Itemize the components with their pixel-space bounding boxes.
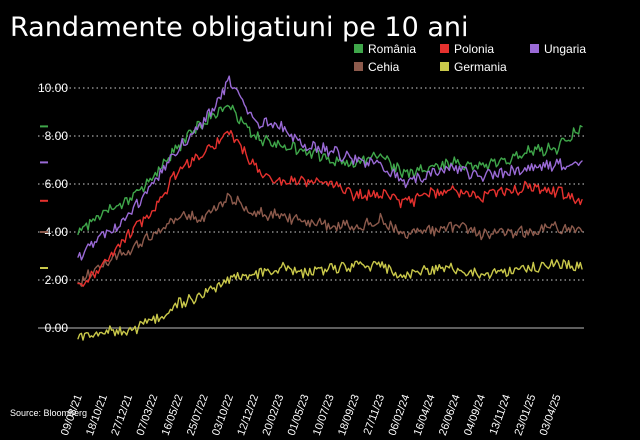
- legend-swatch: [440, 44, 449, 53]
- x-tick-label: 03/04/25: [538, 393, 564, 437]
- series-line-ungaria: [77, 75, 583, 261]
- x-tick-label: 01/05/23: [286, 393, 312, 437]
- legend-label: România: [368, 42, 416, 56]
- y-tick-label: 4.00: [45, 225, 69, 239]
- legend: România Polonia Ungaria Cehia Germania: [354, 42, 586, 74]
- series-line-romnia: [77, 104, 583, 236]
- legend-label: Ungaria: [544, 42, 586, 56]
- x-axis-ticks: 09/08/21 18/10/21 27/12/21 07/03/22 16/05/22…: [59, 393, 564, 437]
- x-tick-label: 03/10/22: [210, 393, 236, 437]
- x-tick-label: 07/03/22: [134, 393, 160, 437]
- series-layer: [77, 75, 583, 341]
- x-tick-label: 12/12/22: [235, 393, 261, 437]
- legend-label: Germania: [454, 60, 507, 74]
- x-tick-label: 18/10/21: [84, 393, 110, 437]
- x-tick-label: 26/06/24: [437, 393, 463, 437]
- x-tick-label: 23/01/25: [512, 393, 538, 437]
- x-tick-label: 16/04/24: [412, 393, 438, 437]
- y-tick-label: 8.00: [45, 129, 69, 143]
- series-line-polonia: [77, 129, 583, 287]
- x-tick-label: 06/02/24: [386, 393, 412, 437]
- x-tick-label: 16/05/22: [160, 393, 186, 437]
- x-tick-label: 25/07/22: [185, 393, 211, 437]
- legend-label: Cehia: [368, 60, 400, 74]
- legend-swatch: [354, 44, 363, 53]
- y-tick-label: 2.00: [45, 273, 69, 287]
- right-edge-markers: [40, 125, 48, 269]
- source-note: Source: Bloomberg: [10, 408, 87, 418]
- series-line-cehia: [77, 192, 583, 287]
- x-tick-label: 27/12/21: [109, 393, 135, 437]
- y-tick-label: 0.00: [45, 321, 69, 335]
- series-line-germania: [77, 259, 583, 341]
- y-axis-ticks: 0.00 2.00 4.00 6.00 8.00 10.00: [38, 81, 68, 335]
- chart-title: Randamente obligatiuni pe 10 ani: [10, 12, 469, 43]
- y-tick-label: 6.00: [45, 177, 69, 191]
- legend-swatch: [440, 62, 449, 71]
- x-tick-label: 27/11/23: [362, 393, 388, 437]
- grid-layer: [38, 87, 584, 329]
- legend-label: Polonia: [454, 42, 494, 56]
- y-tick-label: 10.00: [38, 81, 68, 95]
- legend-swatch: [354, 62, 363, 71]
- x-tick-label: 20/02/23: [260, 393, 286, 437]
- x-tick-label: 04/09/24: [462, 393, 488, 437]
- x-tick-label: 13/11/24: [488, 393, 514, 437]
- x-tick-label: 18/09/23: [336, 393, 362, 437]
- legend-swatch: [530, 44, 539, 53]
- x-tick-label: 10/07/23: [311, 393, 337, 437]
